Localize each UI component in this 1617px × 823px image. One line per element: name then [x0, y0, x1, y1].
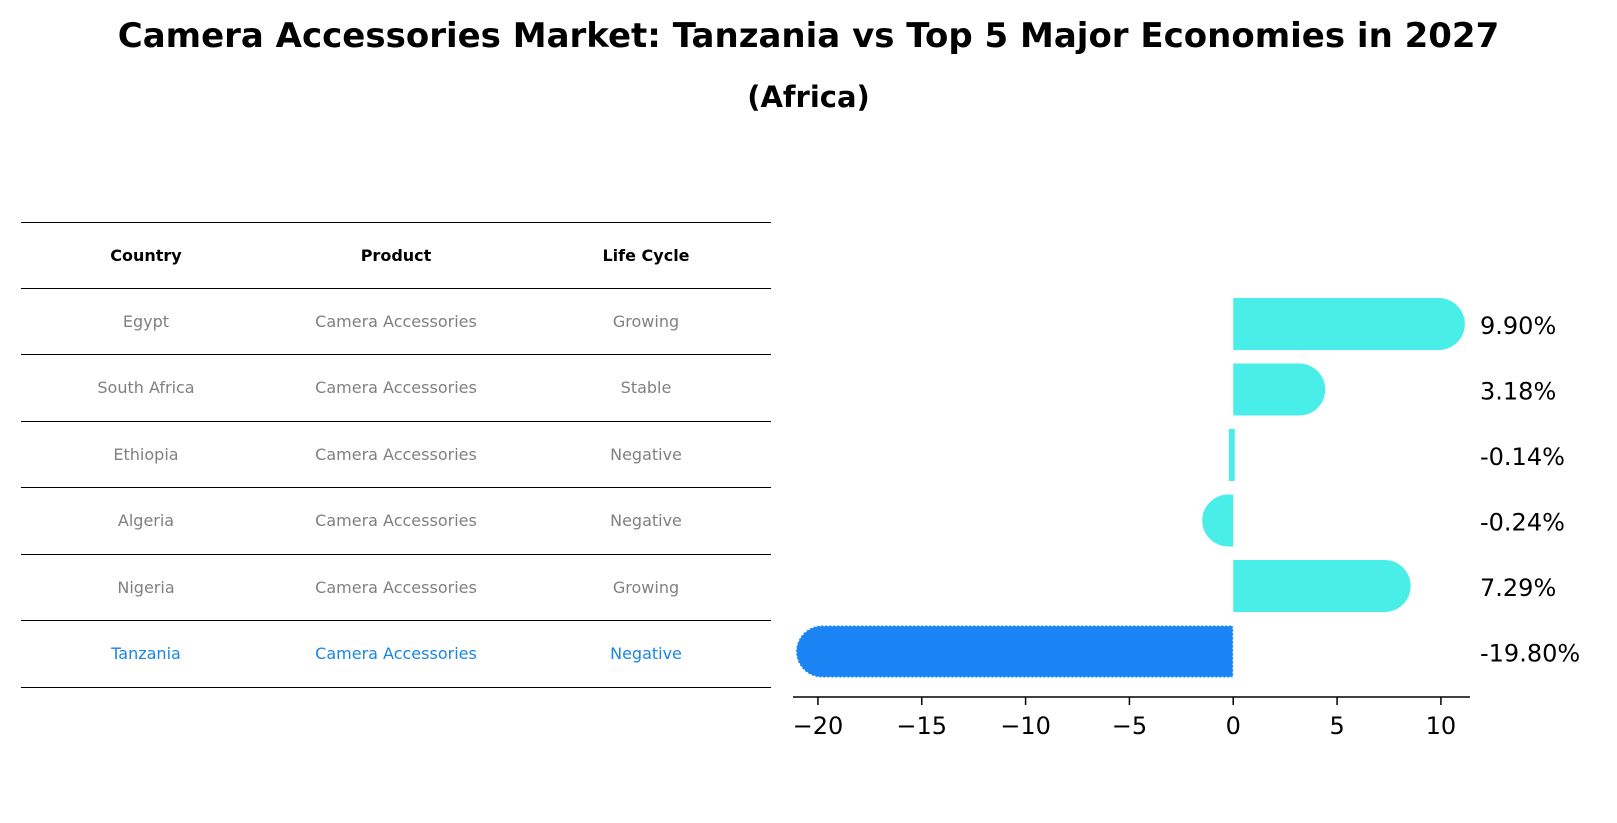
header-product: Product	[360, 245, 432, 265]
table-header-row: Country Product Life Cycle	[21, 222, 771, 289]
header-country: Country	[110, 245, 182, 265]
chart-title: Camera Accessories Market: Tanzania vs T…	[117, 16, 1500, 56]
x-tick-label: −20	[793, 712, 844, 740]
x-tick-label: −5	[1112, 712, 1147, 740]
data-label: -19.80%	[1480, 640, 1580, 668]
life-cycle-cell: Stable	[620, 378, 672, 398]
bar-algeria	[1202, 494, 1234, 547]
table-row: Nigeria Camera Accessories Growing	[21, 555, 771, 621]
life-cycle-cell: Negative	[610, 511, 682, 531]
product-cell: Camera Accessories	[315, 577, 477, 597]
table-row: South Africa Camera Accessories Stable	[21, 355, 771, 422]
bar-egypt	[1233, 298, 1465, 350]
bar-south-africa	[1233, 363, 1326, 416]
country-table: Country Product Life Cycle Egypt Camera …	[21, 222, 771, 688]
country-cell: Egypt	[122, 311, 170, 331]
x-tick-label: 5	[1329, 712, 1344, 740]
bar-ethiopia	[1228, 429, 1235, 481]
x-tick-label: −15	[896, 712, 947, 740]
life-cycle-cell: Growing	[612, 577, 680, 597]
table-row: Egypt Camera Accessories Growing	[21, 289, 771, 355]
bar-nigeria	[1233, 560, 1411, 612]
x-tick-label: −10	[1000, 712, 1051, 740]
country-cell: South Africa	[97, 378, 195, 398]
product-cell: Camera Accessories	[315, 511, 477, 531]
product-cell: Camera Accessories	[315, 644, 477, 664]
product-cell: Camera Accessories	[315, 311, 477, 331]
table-row-highlighted: Tanzania Camera Accessories Negative	[21, 621, 771, 688]
life-cycle-cell: Negative	[610, 644, 682, 664]
data-label: 3.18%	[1480, 378, 1556, 406]
header-life-cycle: Life Cycle	[602, 245, 690, 265]
x-tick-label: 10	[1426, 712, 1457, 740]
product-cell: Camera Accessories	[315, 378, 477, 398]
product-cell: Camera Accessories	[315, 444, 477, 464]
data-label: -0.24%	[1480, 509, 1565, 537]
country-cell: Algeria	[117, 511, 175, 531]
data-label: 7.29%	[1480, 574, 1556, 602]
chart-subtitle: (Africa)	[747, 80, 870, 114]
life-cycle-cell: Growing	[612, 311, 680, 331]
life-cycle-cell: Negative	[610, 444, 682, 464]
bar-tanzania	[795, 624, 1235, 679]
country-cell: Nigeria	[117, 577, 175, 597]
table-row: Ethiopia Camera Accessories Negative	[21, 422, 771, 488]
data-label: -0.14%	[1480, 443, 1565, 471]
table-row: Algeria Camera Accessories Negative	[21, 488, 771, 555]
country-cell: Ethiopia	[113, 444, 179, 464]
x-tick-label: 0	[1226, 712, 1241, 740]
country-cell: Tanzania	[111, 644, 181, 664]
data-label: 9.90%	[1480, 312, 1556, 340]
